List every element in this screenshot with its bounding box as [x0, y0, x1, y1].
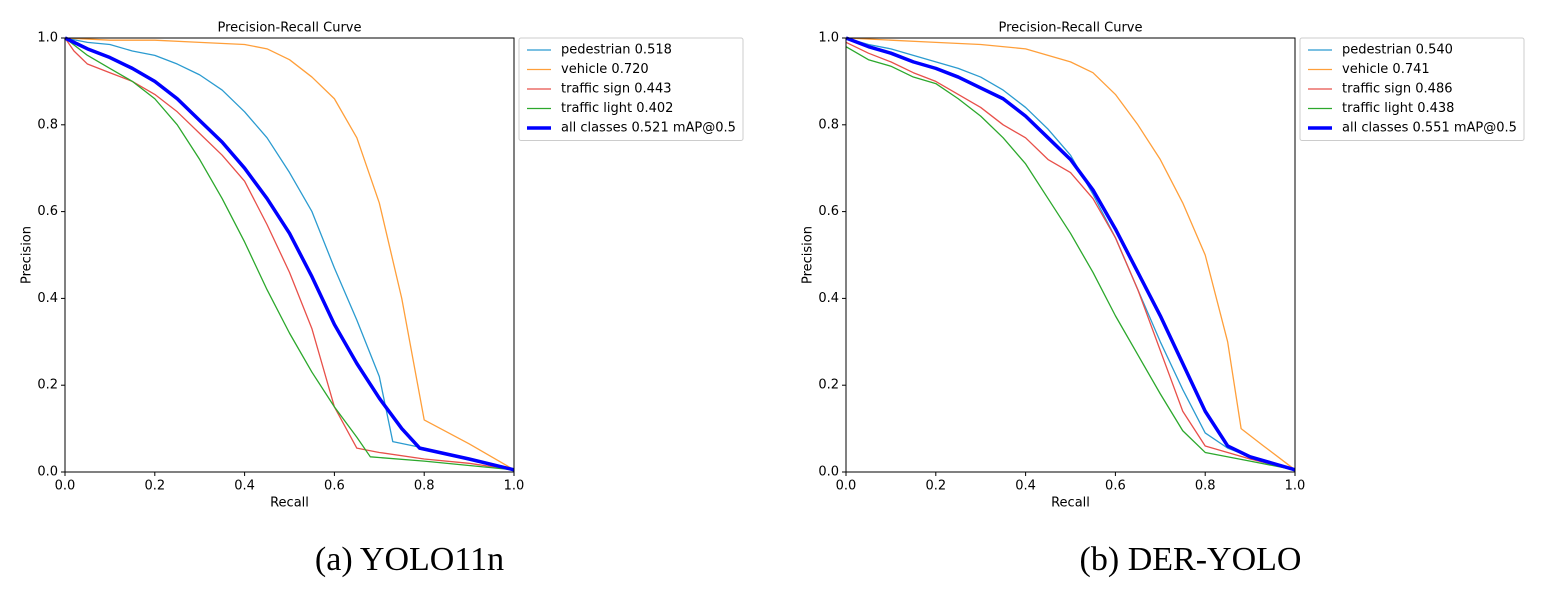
chart-panel: Precision-Recall Curve Recall Precision (a)… [20, 21, 744, 578]
legend-box [1299, 37, 1525, 141]
legend: pedestrian 0.518 vehicle 0.720 traffic sig… [518, 37, 744, 141]
pr-curve [845, 46, 1296, 471]
pr-curve [845, 36, 1296, 472]
y-tick-label: 1.0 [37, 31, 58, 46]
legend-label: traffic light 0.438 [1342, 101, 1454, 116]
legend-label: vehicle 0.741 [1342, 62, 1430, 77]
x-axis-label: Recall [1051, 496, 1090, 511]
y-tick-label: 0.8 [818, 117, 839, 132]
legend-label: pedestrian 0.540 [1342, 43, 1453, 58]
y-tick-label: 0.0 [37, 465, 58, 480]
legend-label: traffic light 0.402 [561, 101, 673, 116]
y-axis-label: Precision [20, 226, 35, 284]
caption: (a) YOLO11n [315, 541, 504, 578]
plot-frame [64, 37, 515, 473]
x-tick-label: 0.6 [1105, 479, 1126, 494]
legend-label: traffic sign 0.486 [1342, 82, 1452, 97]
x-tick-label: 0.2 [144, 479, 165, 494]
pr-curve [64, 37, 515, 471]
x-tick-label: 0.0 [55, 479, 76, 494]
chart-panel: Precision-Recall Curve Recall Precision (b)… [801, 21, 1525, 578]
plot-frame [845, 37, 1296, 473]
pr-curve [64, 37, 515, 471]
legend-label: traffic sign 0.443 [561, 82, 671, 97]
y-tick-label: 0.4 [37, 291, 58, 306]
y-tick-label: 0.6 [37, 204, 58, 219]
pr-curve [845, 41, 1296, 471]
legend-label: pedestrian 0.518 [561, 43, 672, 58]
pr-curve [845, 37, 1296, 471]
legend-box [518, 37, 744, 141]
y-tick-label: 0.8 [37, 117, 58, 132]
x-tick-label: 1.0 [1285, 479, 1306, 494]
pr-curve [64, 37, 515, 471]
x-tick-label: 0.4 [1015, 479, 1036, 494]
pr-curve [845, 37, 1296, 471]
x-tick-label: 0.8 [1195, 479, 1216, 494]
y-tick-label: 0.2 [37, 378, 58, 393]
pr-curve [64, 36, 515, 472]
legend: pedestrian 0.540 vehicle 0.741 traffic sig… [1299, 37, 1525, 141]
legend-label: all classes 0.551 mAP@0.5 [1342, 121, 1517, 136]
x-tick-label: 0.8 [414, 479, 435, 494]
y-tick-label: 0.6 [818, 204, 839, 219]
x-axis-label: Recall [270, 496, 309, 511]
legend-label: vehicle 0.720 [561, 62, 649, 77]
chart-title: Precision-Recall Curve [218, 21, 362, 36]
y-tick-label: 1.0 [818, 31, 839, 46]
chart-title: Precision-Recall Curve [999, 21, 1143, 36]
caption: (b) DER-YOLO [1080, 541, 1302, 578]
y-tick-label: 0.0 [818, 465, 839, 480]
x-tick-label: 0.2 [925, 479, 946, 494]
y-tick-label: 0.2 [818, 378, 839, 393]
x-tick-label: 0.4 [234, 479, 255, 494]
legend-label: all classes 0.521 mAP@0.5 [561, 121, 736, 136]
x-tick-label: 1.0 [504, 479, 525, 494]
x-tick-label: 0.6 [324, 479, 345, 494]
y-axis-label: Precision [801, 226, 816, 284]
y-tick-label: 0.4 [818, 291, 839, 306]
pr-curve [64, 37, 515, 471]
x-tick-label: 0.0 [836, 479, 857, 494]
